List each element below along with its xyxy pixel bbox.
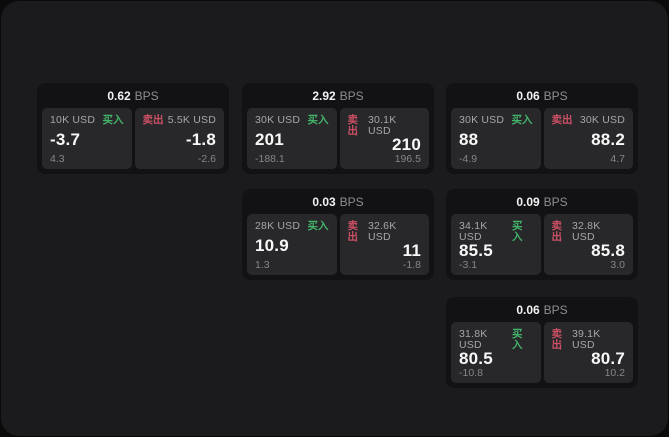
bps-value: 0.62 (107, 88, 131, 103)
quote-card: 0.06 BPS 31.8K USD 买入 80.5 -10.8 卖出 39.1… (446, 297, 638, 388)
bps-header: 0.03 BPS (242, 189, 434, 214)
buy-change: -10.8 (459, 366, 483, 379)
sell-quote-tile[interactable]: 卖出 5.5K USD -1.8 -2.6 (134, 108, 224, 169)
quote-card: 0.03 BPS 28K USD 买入 10.9 1.3 卖出 32.6K US… (242, 189, 434, 280)
sell-size-label: 32.6K USD (367, 220, 397, 243)
buy-price: 10.9 (255, 236, 289, 255)
buy-tag: 买入 (511, 114, 533, 126)
buy-tag: 买入 (102, 114, 124, 126)
buy-price: -3.7 (50, 130, 81, 149)
sell-size-label: 30.1K USD (367, 114, 397, 137)
sell-quote-tile[interactable]: 卖出 30K USD 88.2 4.7 (543, 108, 633, 169)
buy-change: 1.3 (255, 258, 270, 271)
quote-card: 0.09 BPS 34.1K USD 买入 85.5 -3.1 卖出 32.8K… (446, 189, 638, 280)
buy-tag: 买入 (512, 328, 523, 351)
buy-quote-tile[interactable]: 30K USD 买入 88 -4.9 (451, 108, 541, 169)
buy-size-label: 34.1K USD (459, 220, 488, 243)
sell-quote-tile[interactable]: 卖出 39.1K USD 80.7 10.2 (543, 322, 633, 383)
sell-tag: 卖出 (551, 220, 563, 243)
buy-quote-tile[interactable]: 30K USD 买入 201 -188.1 (247, 108, 337, 169)
sell-quote-tile[interactable]: 卖出 30.1K USD 210 196.5 (339, 108, 429, 169)
buy-price: 88 (459, 130, 479, 149)
sell-change: 4.7 (610, 152, 625, 165)
bps-unit-label: BPS (339, 194, 364, 209)
sell-size-label: 30K USD (579, 114, 625, 126)
buy-change: -4.9 (459, 152, 478, 165)
sell-price: 80.7 (591, 349, 625, 369)
sell-change: 196.5 (394, 152, 421, 165)
buy-change: -188.1 (255, 152, 285, 165)
buy-quote-tile[interactable]: 10K USD 买入 -3.7 4.3 (42, 108, 132, 169)
buy-price: 201 (255, 130, 284, 149)
sell-size-label: 5.5K USD (167, 114, 216, 126)
bps-value: 0.03 (312, 194, 336, 209)
sell-tag: 卖出 (551, 114, 573, 126)
bps-value: 0.06 (516, 88, 540, 103)
quote-body: 10K USD 买入 -3.7 4.3 卖出 5.5K USD -1.8 -2.… (37, 108, 229, 169)
buy-size-label: 10K USD (50, 114, 96, 126)
bps-unit-label: BPS (339, 88, 364, 103)
quote-body: 30K USD 买入 88 -4.9 卖出 30K USD 88.2 4.7 (446, 108, 638, 169)
buy-tag: 买入 (512, 220, 523, 243)
sell-price: 85.8 (591, 241, 625, 261)
quote-card: 2.92 BPS 30K USD 买入 201 -188.1 卖出 30.1K … (242, 83, 434, 174)
sell-tag: 卖出 (347, 220, 359, 243)
bps-header: 0.09 BPS (446, 189, 638, 214)
bps-unit-label: BPS (543, 302, 568, 317)
sell-tag: 卖出 (551, 328, 563, 351)
sell-change: 3.0 (610, 258, 625, 271)
bps-header: 0.06 BPS (446, 83, 638, 108)
sell-price: 11 (402, 241, 421, 261)
sell-size-label: 39.1K USD (571, 328, 601, 351)
sell-price: 88.2 (591, 130, 625, 149)
quote-body: 34.1K USD 买入 85.5 -3.1 卖出 32.8K USD 85.8… (446, 214, 638, 275)
sell-quote-tile[interactable]: 卖出 32.8K USD 85.8 3.0 (543, 214, 633, 275)
quote-card: 0.62 BPS 10K USD 买入 -3.7 4.3 卖出 5.5K USD… (37, 83, 229, 174)
buy-size-label: 30K USD (255, 114, 301, 126)
sell-tag: 卖出 (142, 114, 164, 126)
bps-header: 2.92 BPS (242, 83, 434, 108)
bps-header: 0.06 BPS (446, 297, 638, 322)
sell-quote-tile[interactable]: 卖出 32.6K USD 11 -1.8 (339, 214, 429, 275)
sell-change: 10.2 (604, 366, 625, 379)
buy-change: 4.3 (50, 152, 65, 165)
sell-price: 210 (392, 135, 421, 155)
buy-change: -3.1 (459, 258, 478, 271)
sell-change: -2.6 (197, 152, 216, 165)
buy-size-label: 28K USD (255, 220, 301, 232)
quote-body: 31.8K USD 买入 80.5 -10.8 卖出 39.1K USD 80.… (446, 322, 638, 383)
bps-value: 0.06 (516, 302, 540, 317)
bps-unit-label: BPS (543, 194, 568, 209)
bps-unit-label: BPS (543, 88, 568, 103)
buy-price: 85.5 (459, 241, 493, 261)
buy-tag: 买入 (307, 220, 329, 232)
quote-body: 30K USD 买入 201 -188.1 卖出 30.1K USD 210 1… (242, 108, 434, 169)
bps-unit-label: BPS (134, 88, 159, 103)
quote-card: 0.06 BPS 30K USD 买入 88 -4.9 卖出 30K USD 8… (446, 83, 638, 174)
buy-quote-tile[interactable]: 28K USD 买入 10.9 1.3 (247, 214, 337, 275)
sell-size-label: 32.8K USD (571, 220, 601, 243)
sell-tag: 卖出 (347, 114, 359, 137)
buy-size-label: 31.8K USD (459, 328, 488, 351)
bps-header: 0.62 BPS (37, 83, 229, 108)
bps-value: 2.92 (312, 88, 336, 103)
buy-quote-tile[interactable]: 34.1K USD 买入 85.5 -3.1 (451, 214, 541, 275)
bps-value: 0.09 (516, 194, 540, 209)
sell-change: -1.8 (402, 258, 421, 271)
buy-size-label: 30K USD (459, 114, 505, 126)
buy-price: 80.5 (459, 349, 493, 369)
sell-price: -1.8 (185, 130, 216, 149)
buy-quote-tile[interactable]: 31.8K USD 买入 80.5 -10.8 (451, 322, 541, 383)
quote-body: 28K USD 买入 10.9 1.3 卖出 32.6K USD 11 -1.8 (242, 214, 434, 275)
buy-tag: 买入 (307, 114, 329, 126)
